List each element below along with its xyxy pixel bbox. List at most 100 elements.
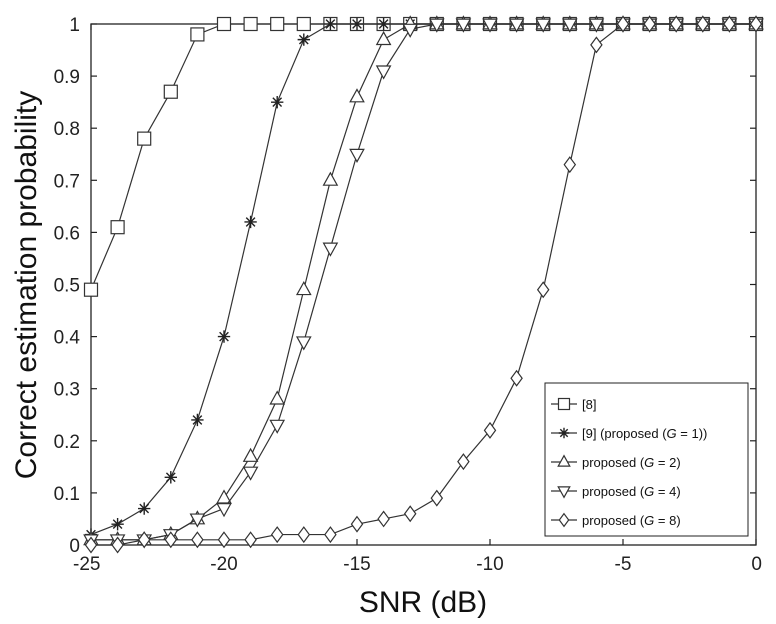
data-point bbox=[350, 17, 364, 31]
data-point bbox=[508, 18, 525, 33]
x-tick-label: -20 bbox=[210, 554, 237, 575]
legend-label: [8] bbox=[582, 397, 596, 412]
series-layer bbox=[83, 15, 764, 554]
data-point bbox=[350, 515, 364, 533]
legend-label: proposed (G = 8) bbox=[582, 513, 681, 528]
y-tick-label: 0.9 bbox=[54, 67, 80, 88]
data-point bbox=[137, 531, 151, 549]
data-point bbox=[349, 148, 365, 163]
data-point bbox=[164, 531, 178, 549]
data-point bbox=[191, 531, 204, 549]
data-point bbox=[557, 454, 571, 467]
y-tick-label: 0.8 bbox=[54, 119, 80, 140]
data-point bbox=[217, 531, 231, 549]
data-point bbox=[270, 526, 284, 544]
data-point bbox=[295, 336, 312, 351]
data-point bbox=[510, 369, 523, 387]
data-point bbox=[110, 220, 125, 235]
y-tick-label: 0.3 bbox=[54, 380, 80, 401]
data-point bbox=[455, 18, 472, 33]
data-point bbox=[216, 503, 232, 518]
series-5 bbox=[84, 15, 763, 554]
data-point bbox=[561, 18, 578, 33]
x-tick-label: -15 bbox=[343, 554, 370, 575]
y-tick-label: 0.1 bbox=[54, 484, 80, 505]
data-point bbox=[349, 88, 365, 103]
data-point bbox=[535, 18, 552, 33]
data-point bbox=[482, 18, 498, 33]
legend: [8] [9] (proposed (G = 1)) proposed (G = 2… bbox=[544, 382, 749, 537]
legend-label: [9] (proposed (G = 1)) bbox=[582, 426, 707, 441]
data-point bbox=[749, 15, 763, 33]
data-point bbox=[643, 15, 656, 33]
x-tick-label: 0 bbox=[751, 554, 762, 575]
data-point bbox=[669, 15, 683, 33]
data-point bbox=[375, 65, 392, 80]
data-point bbox=[191, 413, 204, 427]
data-point bbox=[244, 215, 257, 229]
data-point bbox=[402, 23, 419, 38]
data-point bbox=[322, 242, 339, 257]
y-tick-label: 0.5 bbox=[54, 276, 80, 297]
data-point bbox=[243, 16, 258, 32]
data-point bbox=[216, 16, 232, 32]
data-point bbox=[428, 18, 445, 33]
y-axis-ticks: 0 0.1 0.2 0.3 0.4 0.5 0.6 0.7 0.8 0.9 1 bbox=[54, 15, 756, 557]
y-tick-label: 1 bbox=[69, 15, 80, 36]
data-point bbox=[269, 419, 286, 434]
data-point bbox=[377, 17, 390, 31]
data-point bbox=[558, 512, 570, 528]
data-point bbox=[295, 280, 312, 296]
data-point bbox=[430, 489, 444, 507]
legend-item: proposed (G = 8) bbox=[551, 512, 681, 528]
data-point bbox=[557, 486, 571, 499]
data-point bbox=[83, 282, 99, 297]
data-point bbox=[588, 18, 605, 33]
data-point bbox=[563, 156, 577, 174]
legend-label: proposed (G = 4) bbox=[582, 484, 681, 499]
data-point bbox=[558, 427, 570, 439]
data-point bbox=[723, 15, 736, 33]
data-point bbox=[271, 95, 284, 109]
data-point bbox=[242, 447, 259, 462]
data-point bbox=[190, 27, 205, 42]
legend-item: proposed (G = 4) bbox=[551, 484, 681, 499]
data-point bbox=[217, 330, 231, 343]
data-point bbox=[322, 171, 339, 186]
data-point bbox=[536, 281, 550, 299]
data-point bbox=[483, 421, 497, 439]
data-point bbox=[296, 16, 311, 32]
data-point bbox=[189, 513, 206, 528]
x-axis-label: SNR (dB) bbox=[359, 586, 487, 619]
data-point bbox=[216, 489, 232, 504]
data-point bbox=[84, 536, 98, 554]
x-tick-label: -10 bbox=[476, 554, 503, 575]
legend-item: [9] (proposed (G = 1)) bbox=[551, 426, 707, 441]
y-tick-label: 0.2 bbox=[54, 432, 80, 453]
data-point bbox=[403, 505, 417, 523]
x-tick-label: -25 bbox=[73, 554, 100, 575]
legend-box bbox=[544, 382, 749, 537]
data-point bbox=[457, 453, 470, 471]
y-tick-label: 0.4 bbox=[54, 328, 81, 349]
data-point bbox=[163, 84, 178, 99]
data-point bbox=[242, 466, 259, 481]
y-tick-label: 0 bbox=[69, 536, 80, 557]
y-tick-label: 0.7 bbox=[54, 171, 80, 192]
data-point bbox=[111, 517, 124, 531]
data-point bbox=[269, 390, 286, 405]
legend-label: proposed (G = 2) bbox=[582, 455, 681, 470]
data-point bbox=[138, 502, 151, 515]
data-point bbox=[111, 536, 124, 554]
x-axis-ticks: -25 -20 -15 -10 -5 0 bbox=[73, 24, 762, 575]
y-tick-label: 0.6 bbox=[54, 223, 80, 244]
data-point bbox=[324, 17, 337, 31]
data-point bbox=[164, 471, 177, 484]
data-point bbox=[244, 531, 257, 549]
data-point bbox=[375, 30, 392, 46]
data-point bbox=[297, 526, 311, 544]
y-axis-label: Correct estimation probability bbox=[10, 91, 43, 480]
data-point bbox=[137, 131, 152, 146]
data-point bbox=[590, 36, 603, 54]
